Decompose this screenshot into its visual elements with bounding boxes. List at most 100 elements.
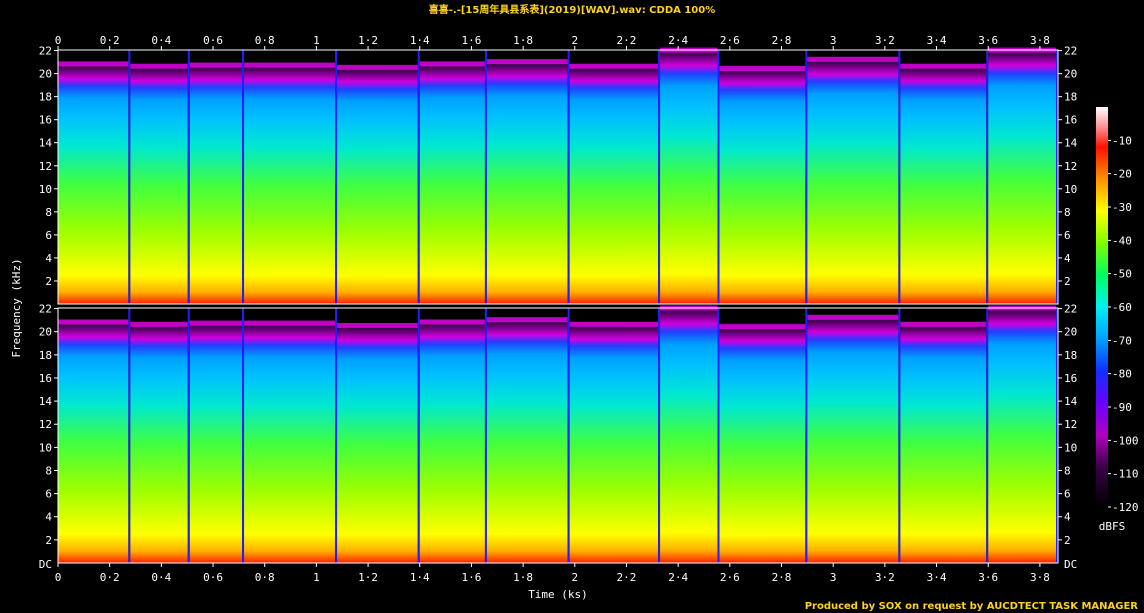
x-tick-bottom-label-17: 3·4 bbox=[927, 571, 947, 584]
channel-1-track-11 bbox=[807, 59, 899, 304]
axes: 0 0 0·2 0·2 0·4 0·4 0·6 0·6 0·8 0·8 1 1 1·2 1·2 1·4 1·4… bbox=[39, 34, 1078, 584]
channel-1-track-gap-4 bbox=[335, 50, 338, 304]
channel-2-track-gap-9 bbox=[717, 308, 720, 563]
x-tick-bottom-label-14: 2·8 bbox=[772, 571, 792, 584]
x-tick-bottom-label-7: 1·4 bbox=[410, 571, 430, 584]
colorbar-tick-label-11: -120 bbox=[1112, 501, 1139, 514]
channel-2-track-9 bbox=[660, 308, 718, 563]
x-tick-top-label-6: 1·2 bbox=[358, 34, 378, 47]
y-tick-right-label-0-3: 8 bbox=[1064, 206, 1071, 219]
x-tick-top-label-19: 3·8 bbox=[1030, 34, 1050, 47]
x-tick-top-label-7: 1·4 bbox=[410, 34, 430, 47]
channel-1-track-gap-6 bbox=[484, 50, 487, 304]
x-tick-bottom-label-6: 1·2 bbox=[358, 571, 378, 584]
y-tick-left-label-1-8: 18 bbox=[39, 349, 52, 362]
y-tick-left-label-1-5: 12 bbox=[39, 418, 52, 431]
x-tick-top-label-12: 2·4 bbox=[668, 34, 688, 47]
y-tick-right-label-0-5: 12 bbox=[1064, 160, 1077, 173]
channel-2-frame bbox=[57, 307, 1059, 564]
x-tick-bottom-label-2: 0·4 bbox=[151, 571, 171, 584]
colorbar-label: dBFS bbox=[1099, 520, 1126, 533]
colorbar-tick-label-3: -40 bbox=[1112, 234, 1132, 247]
channel-1-track-gap-12 bbox=[986, 50, 989, 304]
x-tick-top-label-15: 3 bbox=[830, 34, 837, 47]
chart-title: 喜喜-.-[15周年具县系表](2019)[WAV].wav: CDDA 100… bbox=[428, 5, 716, 16]
colorbar-tick-label-4: -50 bbox=[1112, 268, 1132, 281]
x-tick-top-label-17: 3·4 bbox=[927, 34, 947, 47]
y-tick-right-label-1-3: 8 bbox=[1064, 464, 1071, 477]
channel-1-track-gap-2 bbox=[187, 50, 190, 304]
x-tick-top-label-8: 1·6 bbox=[461, 34, 481, 47]
channel-2-track-2 bbox=[130, 324, 188, 563]
channel-2-track-gap-4 bbox=[335, 308, 338, 563]
y-tick-left-label-1-3: 8 bbox=[45, 464, 52, 477]
channel-1-track-8 bbox=[569, 66, 659, 305]
channel-1-track-3-cutoff bbox=[189, 62, 243, 68]
x-tick-bottom-label-0: 0 bbox=[55, 571, 62, 584]
x-tick-bottom-label-4: 0·8 bbox=[255, 571, 275, 584]
colorbar-tick-label-8: -90 bbox=[1112, 401, 1132, 414]
colorbar-tick-label-9: -100 bbox=[1112, 434, 1139, 447]
channel-1-track-8-cutoff bbox=[569, 63, 659, 69]
y-tick-left-label-0-4: 10 bbox=[39, 183, 52, 196]
x-tick-bottom-label-11: 2·2 bbox=[617, 571, 637, 584]
y-tick-left-label-0-9: 20 bbox=[39, 68, 52, 81]
channel-2-track-1 bbox=[58, 322, 129, 563]
channel-1-track-5-cutoff bbox=[337, 64, 418, 70]
y-axis-label: Frequency (kHz) bbox=[10, 258, 23, 357]
x-tick-top-label-14: 2·8 bbox=[772, 34, 792, 47]
x-tick-bottom-label-16: 3·2 bbox=[875, 571, 895, 584]
channel-2-track-12 bbox=[900, 324, 987, 563]
channel-1-track-gap-3 bbox=[242, 50, 245, 304]
channel-2-plot bbox=[57, 305, 1059, 564]
channel-2-track-1-cutoff bbox=[58, 319, 129, 325]
channel-1-track-2 bbox=[130, 66, 188, 305]
channel-2-track-gap-3 bbox=[242, 308, 245, 563]
x-tick-top-label-5: 1 bbox=[313, 34, 320, 47]
channel-2-track-gap-8 bbox=[658, 308, 661, 563]
x-tick-bottom-label-3: 0·6 bbox=[203, 571, 223, 584]
y-tick-right-dc-label: DC bbox=[1064, 558, 1077, 571]
channel-2-track-11 bbox=[807, 317, 899, 563]
y-tick-right-label-0-6: 14 bbox=[1064, 137, 1078, 150]
x-tick-bottom-label-13: 2·6 bbox=[720, 571, 740, 584]
channel-1-track-gap-13 bbox=[1056, 50, 1058, 304]
x-tick-top-label-1: 0·2 bbox=[100, 34, 120, 47]
colorbar-tick-label-6: -70 bbox=[1112, 334, 1132, 347]
y-tick-left-label-0-10: 22 bbox=[39, 45, 52, 58]
colorbar-strip bbox=[1096, 107, 1108, 507]
channel-2-track-8-cutoff bbox=[569, 321, 659, 327]
colorbar-tick-label-5: -60 bbox=[1112, 301, 1132, 314]
colorbar-tick-label-2: -30 bbox=[1112, 201, 1132, 214]
channel-1-track-12 bbox=[900, 66, 987, 305]
channel-2-track-10 bbox=[719, 327, 806, 563]
channel-1-track-13 bbox=[988, 50, 1056, 305]
channel-1-track-gap-9 bbox=[717, 50, 720, 304]
x-tick-bottom-label-9: 1·8 bbox=[513, 571, 533, 584]
x-tick-top-label-9: 1·8 bbox=[513, 34, 533, 47]
channel-1-track-gap-10 bbox=[805, 50, 808, 304]
x-tick-bottom-label-8: 1·6 bbox=[461, 571, 481, 584]
y-tick-right-label-1-10: 22 bbox=[1064, 303, 1077, 316]
channel-1-track-gap-7 bbox=[567, 50, 570, 304]
x-tick-top-label-3: 0·6 bbox=[203, 34, 223, 47]
colorbar-tick-label-0: -10 bbox=[1112, 134, 1132, 147]
channel-2-track-5 bbox=[337, 325, 418, 563]
y-tick-left-label-0-7: 16 bbox=[39, 114, 52, 127]
channel-1-track-1 bbox=[58, 64, 129, 304]
colorbar-tick-label-7: -80 bbox=[1112, 368, 1132, 381]
channel-2-track-7 bbox=[486, 320, 568, 563]
y-tick-left-label-0-5: 12 bbox=[39, 160, 52, 173]
channel-1-track-gap-11 bbox=[898, 50, 901, 304]
channel-2-track-5-cutoff bbox=[337, 322, 418, 328]
x-tick-bottom-label-5: 1 bbox=[313, 571, 320, 584]
x-tick-bottom-label-1: 0·2 bbox=[100, 571, 120, 584]
channel-1-track-2-cutoff bbox=[130, 63, 188, 69]
channel-2-track-6-cutoff bbox=[419, 319, 485, 325]
channel-2-track-gap-7 bbox=[567, 308, 570, 563]
colorbar-tick-label-10: -110 bbox=[1112, 468, 1139, 481]
y-tick-left-dc-label: DC bbox=[39, 558, 52, 571]
y-tick-left-label-1-9: 20 bbox=[39, 326, 52, 339]
y-tick-right-label-0-10: 22 bbox=[1064, 45, 1077, 58]
